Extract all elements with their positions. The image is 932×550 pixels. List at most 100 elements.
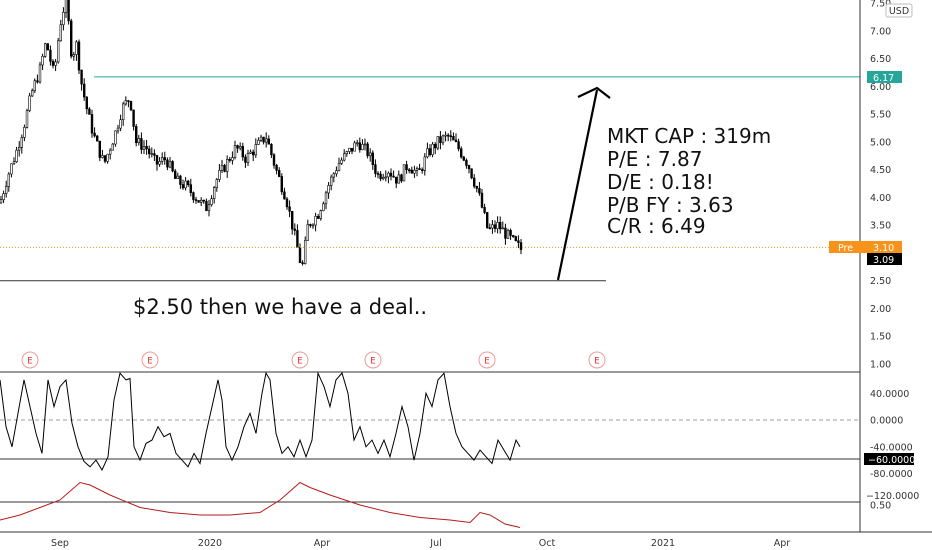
candle-body (400, 174, 403, 182)
candle-body (345, 151, 348, 155)
candle-body (72, 54, 76, 57)
candle-body (226, 159, 229, 172)
earnings-marker[interactable] (478, 351, 496, 369)
note-de[interactable]: D/E : 0.18! (607, 170, 714, 194)
osc-threshold-tag (864, 453, 914, 465)
candle-body (174, 170, 177, 179)
note-pb[interactable]: P/B FY : 3.63 (607, 193, 734, 217)
candle-body (301, 262, 304, 264)
candle-body (496, 221, 499, 229)
last-price-tag-label: 3.09 (873, 255, 894, 266)
candle-body (314, 216, 317, 226)
price-tick-label: 7.00 (870, 26, 891, 37)
price-tick-label: 4.00 (870, 193, 891, 204)
time-tick-label: Apr (314, 538, 331, 549)
candle-body (402, 164, 406, 182)
candle-body (413, 170, 416, 174)
candle-body (465, 159, 468, 166)
earnings-marker-label: E (484, 357, 490, 367)
candle-body (498, 221, 502, 230)
candle-body (2, 193, 5, 200)
candle-body (407, 169, 411, 172)
pre-tag-word: Pre (838, 243, 853, 254)
candle-body (43, 43, 47, 57)
candle-body (324, 192, 328, 205)
candle-body (472, 177, 476, 187)
candle-body (161, 157, 164, 162)
candle-body (272, 154, 276, 166)
candle-body (381, 176, 385, 180)
candle-body (337, 163, 341, 171)
candle-body (488, 227, 491, 230)
candle-body (457, 141, 460, 150)
candle-body (392, 175, 395, 178)
earnings-marker[interactable] (21, 351, 39, 369)
price-tick-label: 1.00 (870, 360, 891, 371)
candle-body (340, 159, 343, 164)
candle-body (62, 11, 65, 26)
candle-body (454, 139, 458, 142)
candle-body (239, 146, 242, 149)
candle-body (459, 148, 463, 158)
candle-body (155, 155, 159, 165)
candle-body (259, 136, 263, 141)
note-mkt-cap[interactable]: MKT CAP : 319m (607, 124, 771, 148)
oscillator-pane[interactable] (0, 371, 860, 472)
candle-body (54, 61, 57, 66)
time-tick-label: 2021 (651, 538, 675, 549)
time-tick-label: Jul (429, 538, 441, 549)
candle-body (363, 143, 367, 146)
time-axis[interactable]: Sep 2020 Apr Jul Oct 2021 Apr (0, 531, 932, 549)
earnings-marker[interactable] (291, 351, 309, 369)
price-tick-label: 1.50 (870, 332, 891, 343)
candle-body (252, 151, 255, 156)
note-pe[interactable]: P/E : 7.87 (607, 147, 702, 171)
candle-body (316, 216, 320, 219)
candle-body (428, 148, 432, 155)
candle-body (192, 192, 195, 200)
candle-body (485, 212, 489, 229)
earnings-marker[interactable] (588, 351, 606, 369)
candle-body (181, 184, 185, 189)
price-pane[interactable]: MKT CAP : 319m P/E : 7.87 D/E : 0.18! P/… (0, 0, 860, 369)
candle-body (467, 165, 471, 170)
candle-body (93, 132, 96, 137)
candle-body (452, 136, 455, 141)
price-scale[interactable]: 7.507.006.506.005.505.004.504.003.503.00… (829, 0, 919, 532)
candle-body (249, 151, 252, 154)
volatility-pane[interactable] (0, 481, 521, 528)
candle-body (153, 153, 156, 156)
candle-body (504, 227, 507, 239)
target-arrow-shaft[interactable] (556, 89, 599, 281)
candle-body (220, 164, 224, 171)
note-cr[interactable]: C/R : 6.49 (607, 214, 706, 238)
earnings-marker[interactable] (141, 351, 159, 369)
candle-body (332, 173, 335, 178)
candle-body (355, 142, 359, 145)
time-tick-label: 2020 (198, 538, 222, 549)
candle-body (446, 134, 450, 137)
candle-body (231, 157, 234, 161)
candle-body (514, 236, 518, 242)
candle-body (46, 43, 50, 51)
candle-body (23, 127, 26, 138)
candle-body (33, 80, 37, 92)
candle-body (233, 145, 237, 158)
candle-body (103, 155, 107, 162)
pre-tag (829, 241, 902, 253)
candle-body (215, 179, 218, 188)
candle-body (210, 198, 213, 206)
candle-body (389, 172, 393, 177)
candle-body (127, 100, 130, 102)
candle-body (327, 185, 330, 194)
candle-body (431, 143, 434, 155)
note-deal[interactable]: $2.50 then we have a deal.. (133, 295, 427, 319)
candle-body (441, 135, 445, 144)
candle-body (187, 180, 190, 185)
candle-body (158, 161, 161, 165)
candle-body (145, 146, 148, 150)
earnings-marker[interactable] (364, 351, 382, 369)
candle-body (517, 240, 520, 243)
earnings-marker-label: E (147, 357, 153, 367)
